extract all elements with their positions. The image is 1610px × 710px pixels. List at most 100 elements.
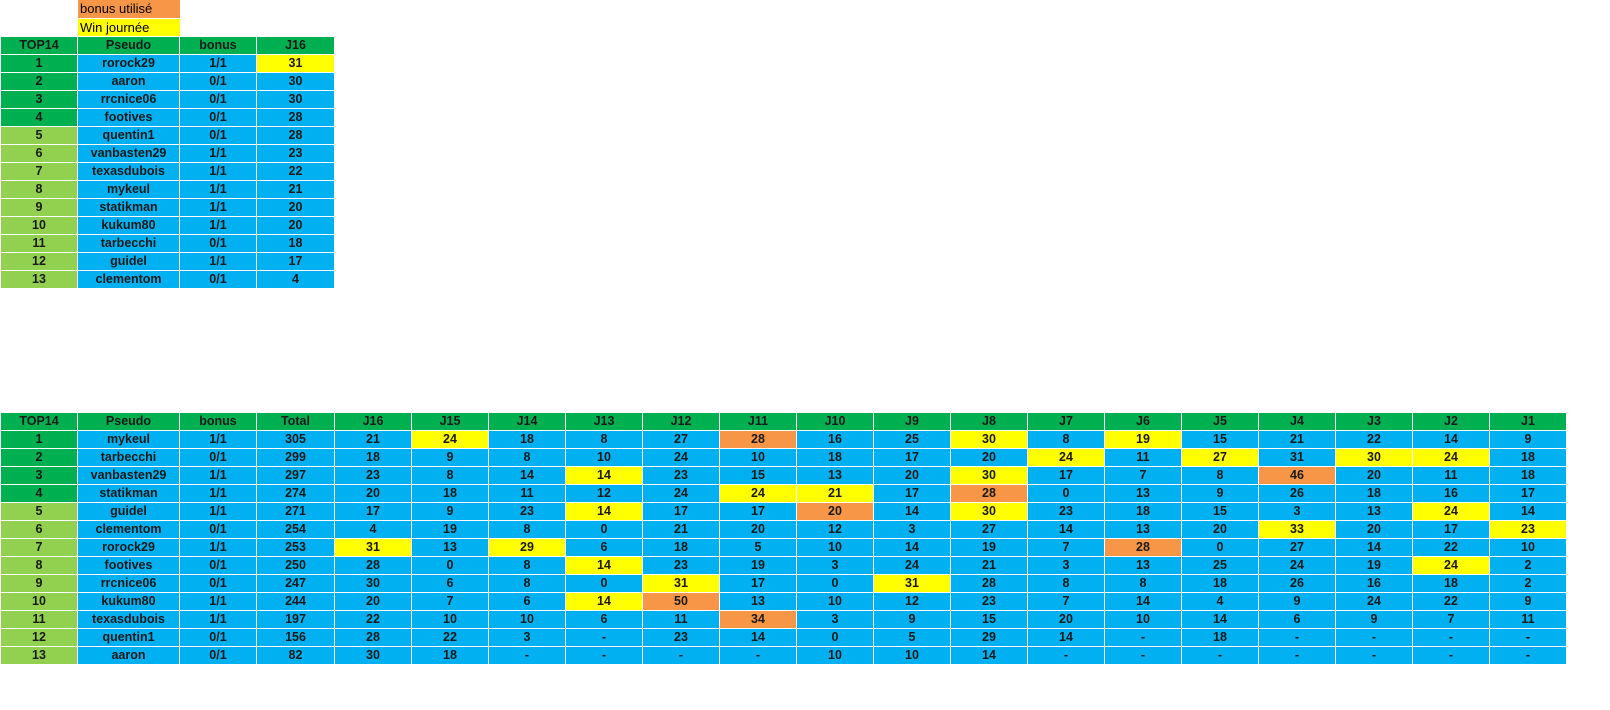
score-cell: 9 bbox=[1335, 610, 1413, 629]
score-cell: 8 bbox=[1181, 466, 1259, 485]
score-cell: 14 bbox=[1104, 592, 1182, 611]
score-cell: 18 bbox=[1489, 448, 1567, 467]
rank-cell: 4 bbox=[0, 108, 78, 127]
total-cell: 244 bbox=[256, 592, 335, 611]
score-cell: 20 bbox=[334, 592, 412, 611]
bonus-cell: 1/1 bbox=[179, 54, 257, 73]
table-row: 1 mykeul 1/1 305 21 24 18 8 27 28 16 25 30 8 19 15 21 22 1… bbox=[0, 430, 1567, 449]
score-cell: 24 bbox=[1412, 448, 1490, 467]
score-cell: 21 bbox=[1258, 430, 1336, 449]
score-cell: 28 bbox=[719, 430, 797, 449]
score-cell: 24 bbox=[1412, 556, 1490, 575]
total-cell: 271 bbox=[256, 502, 335, 521]
score-cell: 11 bbox=[488, 484, 566, 503]
score-cell: 0 bbox=[565, 574, 643, 593]
table-row: 2 aaron 0/1 30 bbox=[0, 72, 335, 91]
score-cell: 8 bbox=[488, 556, 566, 575]
bonus-cell: 0/1 bbox=[179, 448, 257, 467]
score-cell: 19 bbox=[411, 520, 489, 539]
score-cell: 46 bbox=[1258, 466, 1336, 485]
score-cell: 2 bbox=[1489, 556, 1567, 575]
pseudo-cell: rrcnice06 bbox=[77, 574, 180, 593]
pseudo-cell: rorock29 bbox=[77, 538, 180, 557]
pseudo-cell: aaron bbox=[77, 646, 180, 665]
score-cell: 18 bbox=[411, 646, 489, 665]
score-cell: 9 bbox=[411, 448, 489, 467]
pseudo-cell: texasdubois bbox=[77, 610, 180, 629]
table-row: 2 tarbecchi 0/1 299 18 9 8 10 24 10 18 17 20 24 11 27 31… bbox=[0, 448, 1567, 467]
rank-cell: 13 bbox=[0, 270, 78, 289]
score-cell: 30 bbox=[1335, 448, 1413, 467]
score-cell-j16: 28 bbox=[256, 126, 335, 145]
bonus-cell: 1/1 bbox=[179, 198, 257, 217]
pseudo-cell: guidel bbox=[77, 252, 180, 271]
score-cell: 22 bbox=[1335, 430, 1413, 449]
score-cell: 27 bbox=[1258, 538, 1336, 557]
score-cell-j16: 21 bbox=[256, 180, 335, 199]
score-cell: 0 bbox=[565, 520, 643, 539]
score-cell: 24 bbox=[642, 448, 720, 467]
pseudo-cell: footives bbox=[77, 556, 180, 575]
header-j13: J13 bbox=[565, 412, 643, 431]
score-cell: 13 bbox=[1104, 484, 1182, 503]
score-cell: - bbox=[642, 646, 720, 665]
score-cell: 0 bbox=[1027, 484, 1105, 503]
score-cell: - bbox=[1027, 646, 1105, 665]
score-cell: 0 bbox=[1181, 538, 1259, 557]
score-cell-j16: 17 bbox=[256, 252, 335, 271]
bonus-cell: 0/1 bbox=[179, 72, 257, 91]
score-cell: 9 bbox=[1258, 592, 1336, 611]
score-cell: 20 bbox=[719, 520, 797, 539]
score-cell: 10 bbox=[796, 646, 874, 665]
score-cell: 31 bbox=[1258, 448, 1336, 467]
score-cell: 3 bbox=[1027, 556, 1105, 575]
score-cell: 27 bbox=[1181, 448, 1259, 467]
score-cell: 28 bbox=[950, 574, 1028, 593]
legend-bonus-used: bonus utilisé bbox=[78, 0, 180, 18]
score-cell: 16 bbox=[1335, 574, 1413, 593]
score-cell: 33 bbox=[1258, 520, 1336, 539]
score-cell: - bbox=[565, 628, 643, 647]
total-cell: 254 bbox=[256, 520, 335, 539]
rank-cell: 10 bbox=[0, 592, 78, 611]
score-cell-j16: 31 bbox=[256, 54, 335, 73]
score-cell: 18 bbox=[796, 448, 874, 467]
score-cell: 23 bbox=[950, 592, 1028, 611]
bonus-cell: 1/1 bbox=[179, 144, 257, 163]
rank-cell: 3 bbox=[0, 466, 78, 485]
score-cell: 19 bbox=[1104, 430, 1182, 449]
score-cell: 27 bbox=[642, 430, 720, 449]
score-cell-j16: 20 bbox=[256, 198, 335, 217]
bonus-cell: 0/1 bbox=[179, 646, 257, 665]
pseudo-cell: clementom bbox=[77, 520, 180, 539]
score-cell: 20 bbox=[1335, 520, 1413, 539]
score-cell: 25 bbox=[873, 430, 951, 449]
pseudo-cell: texasdubois bbox=[77, 162, 180, 181]
score-cell: 17 bbox=[1027, 466, 1105, 485]
score-cell: 18 bbox=[1335, 484, 1413, 503]
score-cell: 13 bbox=[719, 592, 797, 611]
rank-cell: 1 bbox=[0, 430, 78, 449]
score-cell: 14 bbox=[565, 592, 643, 611]
table-row: 11 texasdubois 1/1 197 22 10 10 6 11 34 3 9 15 20 10 14… bbox=[0, 610, 1567, 629]
bonus-cell: 1/1 bbox=[179, 252, 257, 271]
score-cell: 5 bbox=[719, 538, 797, 557]
score-cell: 10 bbox=[796, 538, 874, 557]
score-cell: 3 bbox=[796, 556, 874, 575]
header-bonus: bonus bbox=[179, 412, 257, 431]
score-cell: 6 bbox=[1258, 610, 1336, 629]
rank-cell: 7 bbox=[0, 538, 78, 557]
score-cell: 21 bbox=[334, 430, 412, 449]
score-cell: 25 bbox=[1181, 556, 1259, 575]
rank-cell: 9 bbox=[0, 198, 78, 217]
score-cell: - bbox=[1489, 628, 1567, 647]
score-cell: 8 bbox=[411, 466, 489, 485]
score-cell: 20 bbox=[334, 484, 412, 503]
score-cell: 29 bbox=[488, 538, 566, 557]
rank-cell: 12 bbox=[0, 628, 78, 647]
score-cell: 50 bbox=[642, 592, 720, 611]
score-cell: 30 bbox=[334, 574, 412, 593]
score-cell: 31 bbox=[873, 574, 951, 593]
total-cell: 305 bbox=[256, 430, 335, 449]
rank-cell: 13 bbox=[0, 646, 78, 665]
